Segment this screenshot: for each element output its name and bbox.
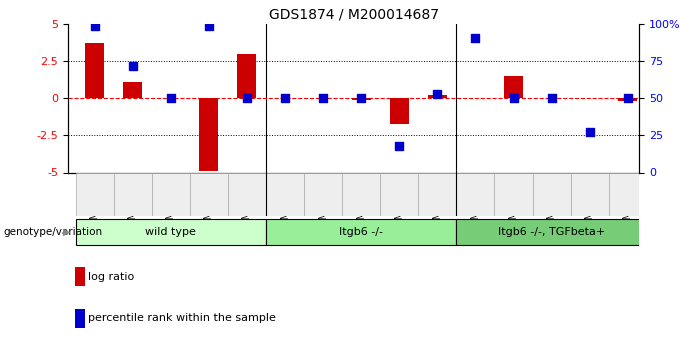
Text: Itgb6 -/-: Itgb6 -/-	[339, 227, 384, 237]
Point	[622, 96, 633, 101]
Point	[165, 96, 176, 101]
Bar	[266, 172, 304, 216]
Point	[356, 96, 367, 101]
Bar	[85, 43, 104, 98]
FancyBboxPatch shape	[266, 219, 456, 245]
Text: wild type: wild type	[146, 227, 197, 237]
Bar	[532, 172, 571, 216]
Bar	[571, 172, 609, 216]
Point	[432, 91, 443, 97]
Point	[203, 23, 214, 28]
Bar	[199, 98, 218, 171]
Bar	[152, 172, 190, 216]
Bar	[504, 76, 523, 98]
Bar	[352, 98, 371, 100]
Point	[279, 96, 290, 101]
Bar	[123, 82, 142, 98]
Bar	[237, 54, 256, 98]
Text: ▶: ▶	[63, 227, 70, 237]
Bar	[228, 172, 266, 216]
Bar	[380, 172, 418, 216]
Bar	[75, 172, 114, 216]
Text: genotype/variation: genotype/variation	[3, 227, 103, 237]
Text: log ratio: log ratio	[88, 272, 135, 282]
Point	[546, 96, 557, 101]
Point	[241, 96, 252, 101]
Bar	[342, 172, 380, 216]
Point	[584, 130, 595, 135]
Text: Itgb6 -/-, TGFbeta+: Itgb6 -/-, TGFbeta+	[498, 227, 605, 237]
Bar	[609, 172, 647, 216]
Point	[89, 23, 100, 28]
Bar	[428, 95, 447, 98]
Bar	[418, 172, 456, 216]
Bar	[618, 98, 637, 101]
Bar	[390, 98, 409, 124]
Bar	[494, 172, 532, 216]
Bar	[114, 172, 152, 216]
FancyBboxPatch shape	[75, 219, 266, 245]
Text: percentile rank within the sample: percentile rank within the sample	[88, 314, 276, 323]
Point	[508, 96, 519, 101]
Point	[127, 63, 138, 68]
Bar	[304, 172, 342, 216]
Bar	[190, 172, 228, 216]
FancyBboxPatch shape	[456, 219, 647, 245]
Point	[318, 96, 328, 101]
Title: GDS1874 / M200014687: GDS1874 / M200014687	[269, 8, 439, 22]
Bar	[456, 172, 494, 216]
Point	[394, 143, 405, 149]
Point	[470, 35, 481, 40]
